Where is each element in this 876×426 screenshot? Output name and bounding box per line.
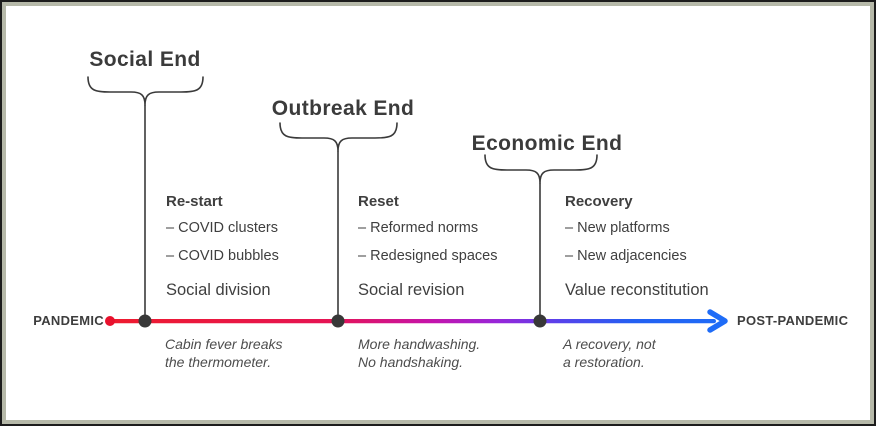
phase-title-outbreak-end: Outbreak End: [271, 97, 415, 120]
timeline-start-label: PANDEMIC: [33, 313, 104, 328]
caption-line: A recovery, not: [563, 336, 656, 352]
caption-social: Cabin fever breaks the thermometer.: [165, 336, 283, 371]
timeline-graphics: [87, 76, 728, 333]
caption-line: More handwashing.: [358, 336, 481, 352]
caption-line: Cabin fever breaks: [165, 336, 283, 352]
phase-column-social: Re-start – COVID clusters – COVID bubble…: [166, 194, 279, 300]
timeline-shaft: [110, 319, 716, 324]
phase-title-social-end: Social End: [89, 48, 201, 71]
timeline-node-outbreak: [331, 314, 345, 328]
caption-line: a restoration.: [563, 353, 645, 370]
timeline-arrowhead-icon: [707, 309, 728, 333]
brace-economic-end: [484, 154, 598, 184]
phase-title-economic-end: Economic End: [471, 132, 623, 155]
column-item: – COVID clusters: [166, 220, 278, 236]
column-item: – New platforms: [565, 220, 670, 236]
caption-line: No handshaking.: [358, 353, 464, 370]
caption-outbreak: More handwashing. No handshaking.: [358, 336, 480, 371]
timeline-node-economic: [533, 314, 547, 328]
column-item: – COVID bubbles: [166, 248, 279, 264]
timeline-end-label: POST-PANDEMIC: [737, 313, 849, 328]
caption-economic: A recovery, not a restoration.: [563, 336, 656, 371]
column-heading: Reset: [358, 193, 399, 210]
column-heading: Recovery: [565, 193, 633, 210]
column-item: – Redesigned spaces: [358, 248, 498, 264]
timeline-node-social: [138, 314, 152, 328]
phase-column-outbreak: Reset – Reformed norms – Redesigned spac…: [358, 194, 497, 300]
brace-outbreak-end: [279, 122, 398, 152]
pandemic-timeline-diagram: Social End Outbreak End Economic End Re-…: [6, 6, 870, 420]
timeline-start-dot: [105, 316, 115, 326]
column-item: – New adjacencies: [565, 248, 687, 264]
phase-column-economic: Recovery – New platforms – New adjacenci…: [565, 194, 709, 300]
column-summary: Value reconstitution: [565, 281, 709, 299]
caption-line: the thermometer.: [165, 353, 272, 370]
column-summary: Social division: [166, 281, 271, 299]
brace-social-end: [87, 76, 204, 106]
column-summary: Social revision: [358, 281, 465, 299]
column-heading: Re-start: [166, 193, 223, 210]
column-item: – Reformed norms: [358, 220, 479, 236]
